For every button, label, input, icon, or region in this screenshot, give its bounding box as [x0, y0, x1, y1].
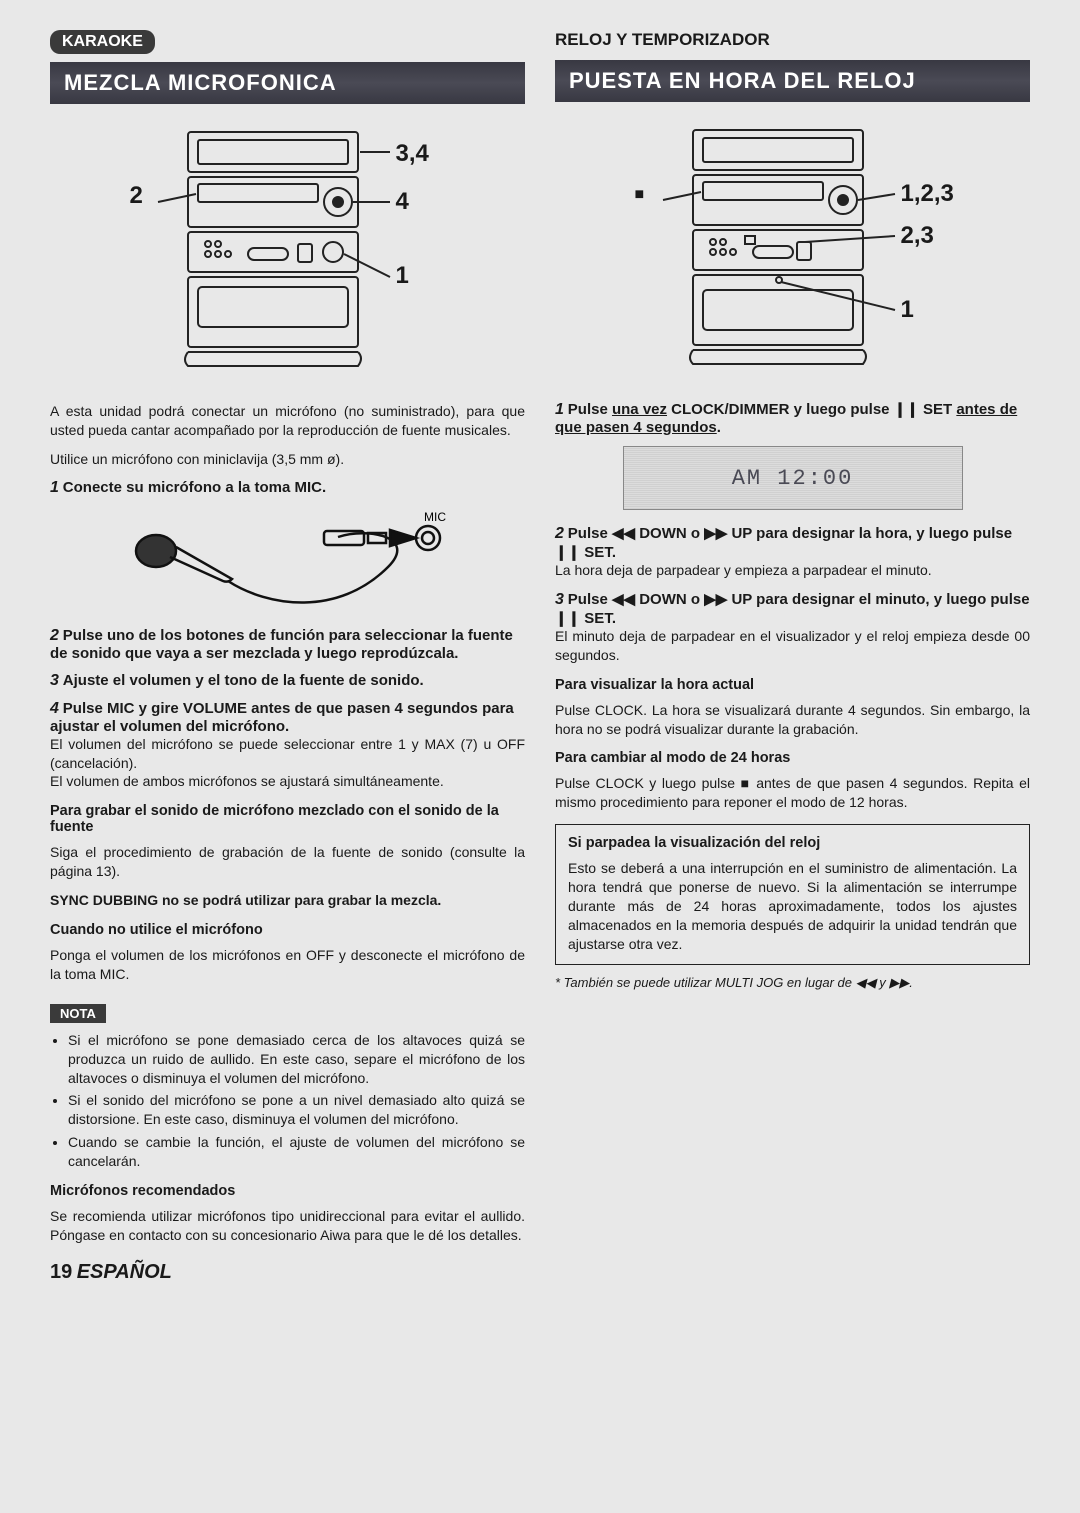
manual-page: KARAOKE MEZCLA MICROFONICA [50, 30, 1030, 1284]
section-header: RELOJ Y TEMPORIZADOR [555, 30, 1030, 50]
step-body: La hora deja de parpadear y empieza a pa… [555, 561, 1030, 580]
step-title: Pulse una vez CLOCK/DIMMER y luego pulse… [555, 401, 1017, 436]
callout-stop: ■ [635, 186, 645, 204]
page-lang-text: ESPAÑOL [77, 1261, 172, 1283]
step-body: El minuto deja de parpadear en el visual… [555, 627, 1030, 665]
step-num: 1 [555, 401, 564, 418]
karaoke-badge: KARAOKE [50, 30, 155, 54]
rec-heading: Para grabar el sonido de micrófono mezcl… [50, 803, 525, 835]
rec-p2: SYNC DUBBING no se podrá utilizar para g… [50, 891, 525, 910]
step-title: Pulse MIC y gire VOLUME antes de que pas… [50, 700, 514, 735]
step-title: Pulse ◀◀ DOWN o ▶▶ UP para designar el m… [555, 591, 1030, 627]
rec-p1: Siga el procedimiento de grabación de la… [50, 843, 525, 881]
rec-p2-text: SYNC DUBBING no se podrá utilizar para g… [50, 892, 441, 908]
page-footer: 19 ESPAÑOL [50, 1261, 525, 1284]
clock-display: AM 12:00 [623, 446, 963, 510]
page-number: 19 [50, 1261, 72, 1283]
recmic-heading: Micrófonos recomendados [50, 1183, 525, 1199]
view-heading: Para visualizar la hora actual [555, 677, 1030, 693]
left-column: KARAOKE MEZCLA MICROFONICA [50, 30, 525, 1284]
step-title: Pulse ◀◀ DOWN o ▶▶ UP para designar la h… [555, 525, 1012, 561]
stereo-diagram-left: 2 3,4 4 1 [128, 122, 448, 382]
mic-jack-label: MIC [424, 510, 446, 524]
step-title: Conecte su micrófono a la toma MIC. [63, 479, 326, 496]
callout-1: 1 [396, 262, 409, 290]
rstep-3: 3 Pulse ◀◀ DOWN o ▶▶ UP para designar el… [555, 590, 1030, 665]
callout-34: 3,4 [396, 140, 429, 168]
footnote: * También se puede utilizar MULTI JOG en… [555, 975, 1030, 991]
callout-1r: 1 [901, 296, 914, 324]
mic-diagram: MIC [128, 507, 448, 617]
step-2: 2 Pulse uno de los botones de función pa… [50, 627, 525, 662]
mode24-heading: Para cambiar al modo de 24 horas [555, 750, 1030, 766]
callout-4: 4 [396, 188, 409, 216]
callout-23: 2,3 [901, 222, 934, 250]
t-b: CLOCK/DIMMER y luego pulse ❙❙ SET [667, 401, 956, 418]
nota-item: Cuando se cambie la función, el ajuste d… [68, 1133, 525, 1171]
step-num: 2 [555, 525, 564, 542]
step-num: 1 [50, 479, 59, 496]
view-p: Pulse CLOCK. La hora se visualizará dura… [555, 701, 1030, 739]
t-a: Pulse [568, 401, 612, 418]
step-1: 1 Conecte su micrófono a la toma MIC. [50, 479, 525, 497]
step-4: 4 Pulse MIC y gire VOLUME antes de que p… [50, 700, 525, 792]
intro-2: Utilice un micrófono con miniclavija (3,… [50, 450, 525, 469]
off-heading: Cuando no utilice el micrófono [50, 922, 525, 938]
rstep-2: 2 Pulse ◀◀ DOWN o ▶▶ UP para designar la… [555, 524, 1030, 580]
blink-info-box: Si parpadea la visualización del reloj E… [555, 824, 1030, 964]
step-body-b: El volumen de ambos micrófonos se ajusta… [50, 772, 525, 791]
nota-item: Si el sonido del micrófono se pone a un … [68, 1091, 525, 1129]
t-c: . [717, 419, 721, 436]
page-language: ESPAÑOL [77, 1265, 172, 1282]
step-title: Pulse uno de los botones de función para… [50, 627, 513, 662]
off-p: Ponga el volumen de los micrófonos en OF… [50, 946, 525, 984]
recmic-p: Se recomienda utilizar micrófonos tipo u… [50, 1207, 525, 1245]
left-title: MEZCLA MICROFONICA [50, 62, 525, 104]
callout-123: 1,2,3 [901, 180, 954, 208]
rstep-1: 1 Pulse una vez CLOCK/DIMMER y luego pul… [555, 400, 1030, 436]
callout-2: 2 [130, 182, 143, 210]
right-column: RELOJ Y TEMPORIZADOR PUESTA EN HORA DEL … [555, 30, 1030, 1284]
step-num: 4 [50, 700, 59, 717]
step-title: Ajuste el volumen y el tono de la fuente… [63, 672, 424, 689]
right-title: PUESTA EN HORA DEL RELOJ [555, 60, 1030, 102]
step-body-a: El volumen del micrófono se puede selecc… [50, 735, 525, 773]
intro-1: A esta unidad podrá conectar un micrófon… [50, 402, 525, 440]
t-u1: una vez [612, 401, 667, 418]
step-num: 3 [555, 591, 564, 608]
nota-list: Si el micrófono se pone demasiado cerca … [50, 1031, 525, 1171]
mode24-p: Pulse CLOCK y luego pulse ■ antes de que… [555, 774, 1030, 812]
stereo-diagram-right: ■ 1,2,3 2,3 1 [633, 120, 953, 380]
box-heading: Si parpadea la visualización del reloj [568, 835, 1017, 851]
box-p: Esto se deberá a una interrupción en el … [568, 859, 1017, 953]
stereo-svg-right [633, 120, 953, 380]
step-3: 3 Ajuste el volumen y el tono de la fuen… [50, 672, 525, 690]
nota-item: Si el micrófono se pone demasiado cerca … [68, 1031, 525, 1088]
step-num: 2 [50, 627, 59, 644]
nota-badge: NOTA [50, 1004, 106, 1023]
step-num: 3 [50, 672, 59, 689]
